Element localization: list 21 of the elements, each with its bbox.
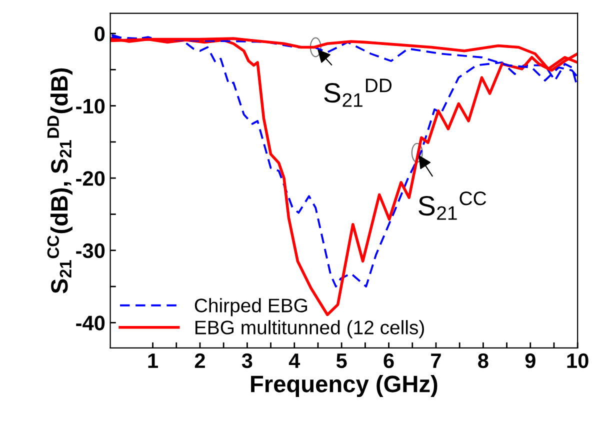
x-tick-label: 6: [384, 353, 394, 368]
x-tick-label: 3: [242, 353, 252, 368]
y-tick-label: -20: [76, 171, 105, 186]
annotation: S$_{21}$$^{DD}$: [324, 78, 392, 107]
legend-label: Chirped EBG: [194, 298, 308, 316]
legend-label: EBG multitunned (12 cells): [196, 320, 424, 338]
x-tick-label: 5: [336, 354, 347, 368]
y-tick-label: -40: [76, 316, 105, 330]
x-tick-label: 8: [478, 353, 488, 368]
y-axis-title: S$_{21}$$^{CC}$(dB), S$_{21}$$^{DD}$(dB): [47, 68, 72, 294]
x-axis-title: Frequency (GHz): [251, 375, 438, 398]
x-tick-label: 10: [567, 353, 588, 368]
x-tick-label: 9: [525, 353, 536, 368]
y-tick-label: 0: [94, 26, 105, 42]
y-tick-label: -30: [76, 243, 105, 258]
x-tick-label: 7: [431, 354, 441, 368]
x-tick-label: 1: [148, 354, 158, 368]
x-tick-label: 2: [194, 353, 205, 368]
y-tick-label: -10: [76, 98, 105, 114]
x-tick-label: 4: [288, 354, 300, 368]
annotation: S$_{21}$$^{CC}$: [418, 192, 486, 220]
